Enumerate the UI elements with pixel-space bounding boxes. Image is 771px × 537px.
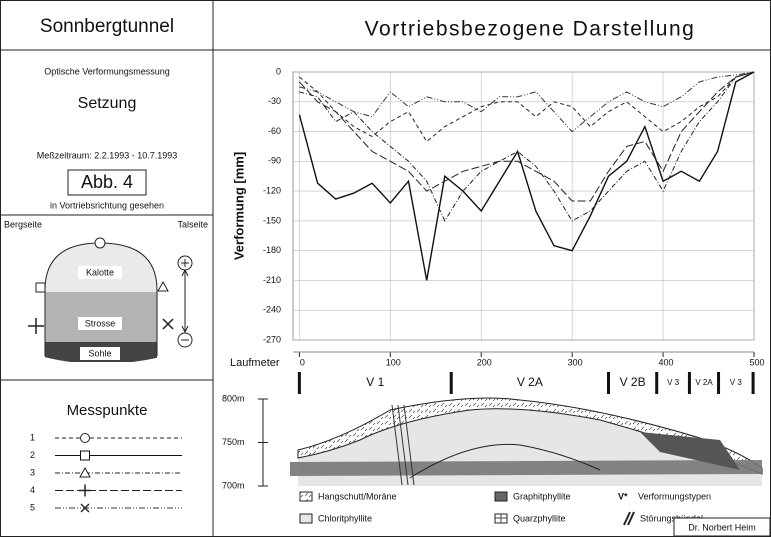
quantity: Setzung — [78, 95, 137, 112]
zone-boundary — [688, 372, 691, 394]
zone-boundary — [752, 372, 755, 394]
point-5 — [163, 319, 173, 329]
method: Optische Verformungsmessung — [44, 66, 170, 76]
y-tick-label: -90 — [268, 156, 281, 166]
x-axis-label: Laufmeter — [230, 357, 280, 369]
zone-label: V 3 — [667, 378, 680, 387]
y-tick-label: -60 — [268, 126, 281, 136]
profile-tick-label: 800m — [222, 393, 245, 403]
x-tick-label: 0 — [300, 357, 305, 367]
legend-label: 4 — [30, 485, 35, 495]
profile-tick-label: 700m — [222, 480, 245, 490]
page: {"header":{"left_title":"Sonnbergtunnel"… — [0, 0, 771, 537]
direction: in Vortriebsrichtung gesehen — [50, 200, 164, 210]
zone-boundary — [655, 372, 658, 394]
zone-label: V 2A — [695, 378, 713, 387]
profile-tick-label: 750m — [222, 437, 245, 447]
zone-label: V 2B — [620, 375, 646, 389]
swatch — [300, 492, 312, 501]
legend-label: 3 — [30, 467, 35, 477]
legend-symbol: V* — [618, 491, 628, 501]
strosse-label: Strosse — [85, 318, 116, 328]
legend-marker — [81, 434, 90, 443]
x-tick-label: 200 — [477, 357, 492, 367]
legend-label: 2 — [30, 450, 35, 460]
legend-label: Quarzphyllite — [513, 513, 566, 523]
legend-title: Messpunkte — [67, 402, 148, 419]
x-tick-label: 300 — [568, 357, 583, 367]
kalotte-label: Kalotte — [86, 267, 114, 277]
right-title: Vortriebsbezogene Darstellung — [365, 18, 696, 41]
figure: Sonnbergtunnel Vortriebsbezogene Darstel… — [0, 0, 771, 537]
y-tick-label: -120 — [263, 185, 281, 195]
zone-boundary — [607, 372, 610, 394]
point-1 — [95, 238, 105, 248]
y-tick-label: -150 — [263, 215, 281, 225]
left-title: Sonnbergtunnel — [40, 16, 174, 37]
swatch — [300, 514, 312, 523]
legend-label: Verformungstypen — [638, 491, 711, 501]
legend-label: Graphitphyllite — [513, 491, 571, 501]
zone-label: V 1 — [366, 375, 384, 389]
legend-label: 5 — [30, 502, 35, 512]
author: Dr. Norbert Heim — [688, 522, 756, 532]
y-tick-label: -180 — [263, 245, 281, 255]
legend-marker — [79, 485, 91, 497]
y-axis-label: Verformung [mm] — [231, 152, 246, 260]
x-tick-label: 100 — [386, 357, 401, 367]
period: Meßzeitraum: 2.2.1993 - 10.7.1993 — [37, 150, 178, 160]
zone-label: V 2A — [517, 375, 543, 389]
section-right: Talseite — [177, 219, 208, 229]
zone-boundary — [298, 372, 301, 394]
section-left: Bergseite — [4, 219, 42, 229]
legend-label: Chloritphyllite — [318, 513, 372, 523]
point-2 — [36, 283, 45, 292]
x-tick-label: 500 — [749, 357, 764, 367]
y-tick-label: -30 — [268, 96, 281, 106]
point-3 — [158, 282, 168, 291]
legend-label: Hangschutt/Moräne — [318, 491, 397, 501]
y-tick-label: 0 — [276, 66, 281, 76]
point-4 — [28, 318, 44, 334]
zone-boundary — [717, 372, 720, 394]
fault-symbol — [624, 512, 634, 525]
legend-marker — [81, 451, 90, 460]
swatch — [495, 492, 507, 501]
sohle-label: Sohle — [88, 348, 111, 358]
zone-label: V 3 — [730, 378, 743, 387]
figure-number: Abb. 4 — [81, 172, 133, 192]
y-tick-label: -270 — [263, 334, 281, 344]
legend-label: 1 — [30, 432, 35, 442]
zone-boundary — [450, 372, 453, 394]
graphite-layer — [290, 460, 762, 476]
y-tick-label: -210 — [263, 275, 281, 285]
plot-area — [293, 72, 754, 340]
y-tick-label: -240 — [263, 305, 281, 315]
x-tick-label: 400 — [659, 357, 674, 367]
